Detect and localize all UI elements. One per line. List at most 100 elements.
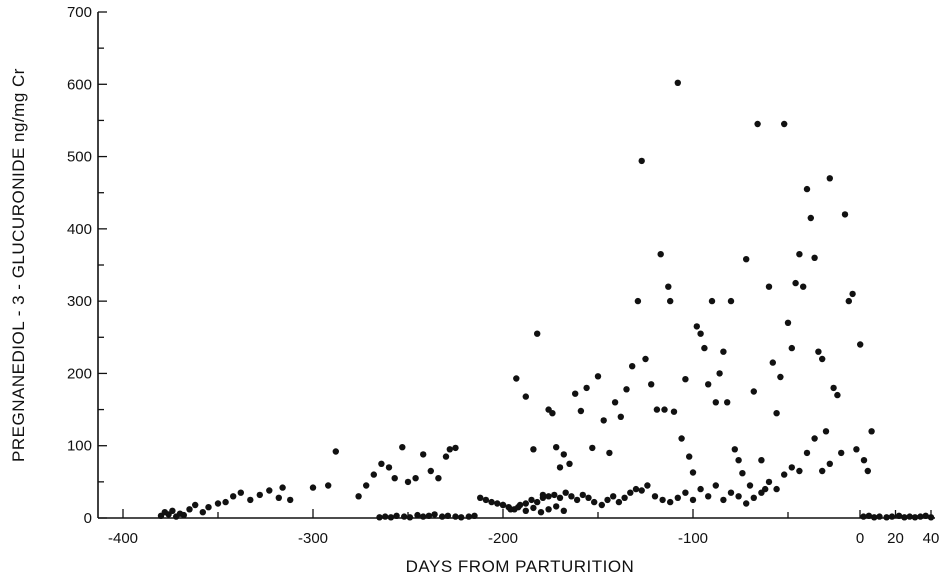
data-point bbox=[465, 513, 472, 520]
data-point bbox=[169, 507, 176, 514]
data-point bbox=[583, 384, 590, 392]
data-point bbox=[566, 460, 573, 467]
data-point bbox=[589, 444, 596, 452]
data-point bbox=[705, 493, 712, 500]
data-point bbox=[420, 451, 427, 458]
data-point bbox=[697, 485, 704, 493]
data-point bbox=[788, 464, 795, 471]
data-point bbox=[247, 496, 254, 504]
data-point bbox=[391, 475, 398, 482]
data-point bbox=[651, 493, 659, 500]
data-point bbox=[401, 513, 408, 520]
data-point bbox=[860, 457, 868, 464]
data-point bbox=[773, 410, 780, 417]
data-point bbox=[452, 513, 459, 520]
data-point bbox=[385, 464, 393, 471]
data-point bbox=[560, 507, 567, 514]
data-point bbox=[332, 448, 339, 455]
data-point bbox=[865, 512, 873, 519]
data-point bbox=[572, 390, 579, 397]
data-point bbox=[549, 410, 556, 417]
data-point bbox=[494, 500, 501, 507]
data-point bbox=[644, 482, 651, 489]
data-point bbox=[598, 501, 605, 509]
data-point bbox=[539, 491, 547, 499]
data-point bbox=[412, 475, 419, 482]
data-point bbox=[513, 375, 520, 382]
data-point bbox=[803, 185, 811, 193]
data-point bbox=[420, 513, 427, 520]
data-point bbox=[545, 493, 552, 500]
data-point bbox=[727, 297, 735, 305]
data-point bbox=[678, 435, 685, 442]
data-point bbox=[186, 506, 193, 513]
data-point bbox=[653, 406, 661, 413]
data-point bbox=[237, 489, 244, 496]
data-point bbox=[579, 491, 586, 499]
data-point bbox=[627, 489, 634, 496]
data-point bbox=[629, 363, 636, 370]
data-point bbox=[545, 506, 552, 513]
data-point bbox=[638, 487, 645, 494]
y-tick-label: 0 bbox=[84, 510, 92, 527]
data-point bbox=[743, 500, 750, 507]
data-point bbox=[712, 399, 719, 406]
data-point bbox=[444, 512, 452, 519]
data-point bbox=[807, 214, 814, 222]
data-point bbox=[556, 464, 564, 471]
y-tick-label: 400 bbox=[67, 221, 92, 238]
tick-labels: 0 100 200 300 400 500 600 700 -400 -300 -200 -100 0 2… bbox=[67, 4, 939, 547]
data-point bbox=[826, 175, 833, 182]
data-point bbox=[553, 503, 560, 510]
data-point bbox=[800, 283, 807, 290]
data-point bbox=[901, 514, 908, 521]
data-point bbox=[689, 496, 697, 504]
data-point bbox=[657, 251, 664, 258]
data-point bbox=[857, 341, 864, 348]
data-point bbox=[425, 512, 433, 519]
data-point bbox=[287, 496, 294, 504]
data-point bbox=[701, 344, 708, 352]
data-point bbox=[811, 435, 818, 442]
data-point bbox=[621, 494, 628, 501]
data-point bbox=[568, 493, 575, 500]
data-point bbox=[674, 79, 681, 87]
data-point bbox=[382, 513, 389, 520]
data-point bbox=[665, 283, 672, 290]
data-point bbox=[674, 494, 681, 501]
data-point bbox=[697, 330, 704, 337]
data-point bbox=[830, 384, 837, 392]
data-point bbox=[777, 373, 784, 381]
data-point bbox=[442, 453, 450, 460]
data-point bbox=[765, 478, 773, 486]
data-point bbox=[610, 493, 617, 500]
data-point bbox=[922, 512, 929, 519]
data-point bbox=[750, 494, 757, 501]
y-tick-label: 300 bbox=[67, 293, 92, 310]
data-point bbox=[689, 469, 697, 476]
data-point bbox=[792, 279, 799, 287]
data-point bbox=[427, 467, 434, 475]
data-point bbox=[632, 485, 640, 493]
data-point bbox=[515, 504, 522, 511]
data-point bbox=[488, 498, 495, 506]
data-point bbox=[325, 482, 332, 489]
x-tick-label: -100 bbox=[678, 530, 708, 547]
data-point bbox=[911, 514, 919, 521]
y-axis-title: PREGNANEDIOL - 3 - GLUCURONIDE ng/mg Cr bbox=[9, 68, 28, 462]
data-point bbox=[370, 471, 377, 478]
data-point bbox=[617, 413, 624, 420]
data-point bbox=[577, 407, 585, 415]
data-point bbox=[553, 444, 560, 451]
data-point bbox=[638, 157, 645, 165]
data-point bbox=[363, 482, 370, 489]
data-point bbox=[522, 500, 529, 507]
data-point bbox=[404, 478, 412, 486]
data-point bbox=[560, 451, 567, 458]
data-point bbox=[765, 283, 773, 290]
data-point bbox=[720, 348, 727, 355]
data-point bbox=[906, 513, 913, 520]
data-point bbox=[522, 507, 529, 514]
data-point bbox=[727, 489, 735, 496]
data-point bbox=[604, 496, 611, 504]
